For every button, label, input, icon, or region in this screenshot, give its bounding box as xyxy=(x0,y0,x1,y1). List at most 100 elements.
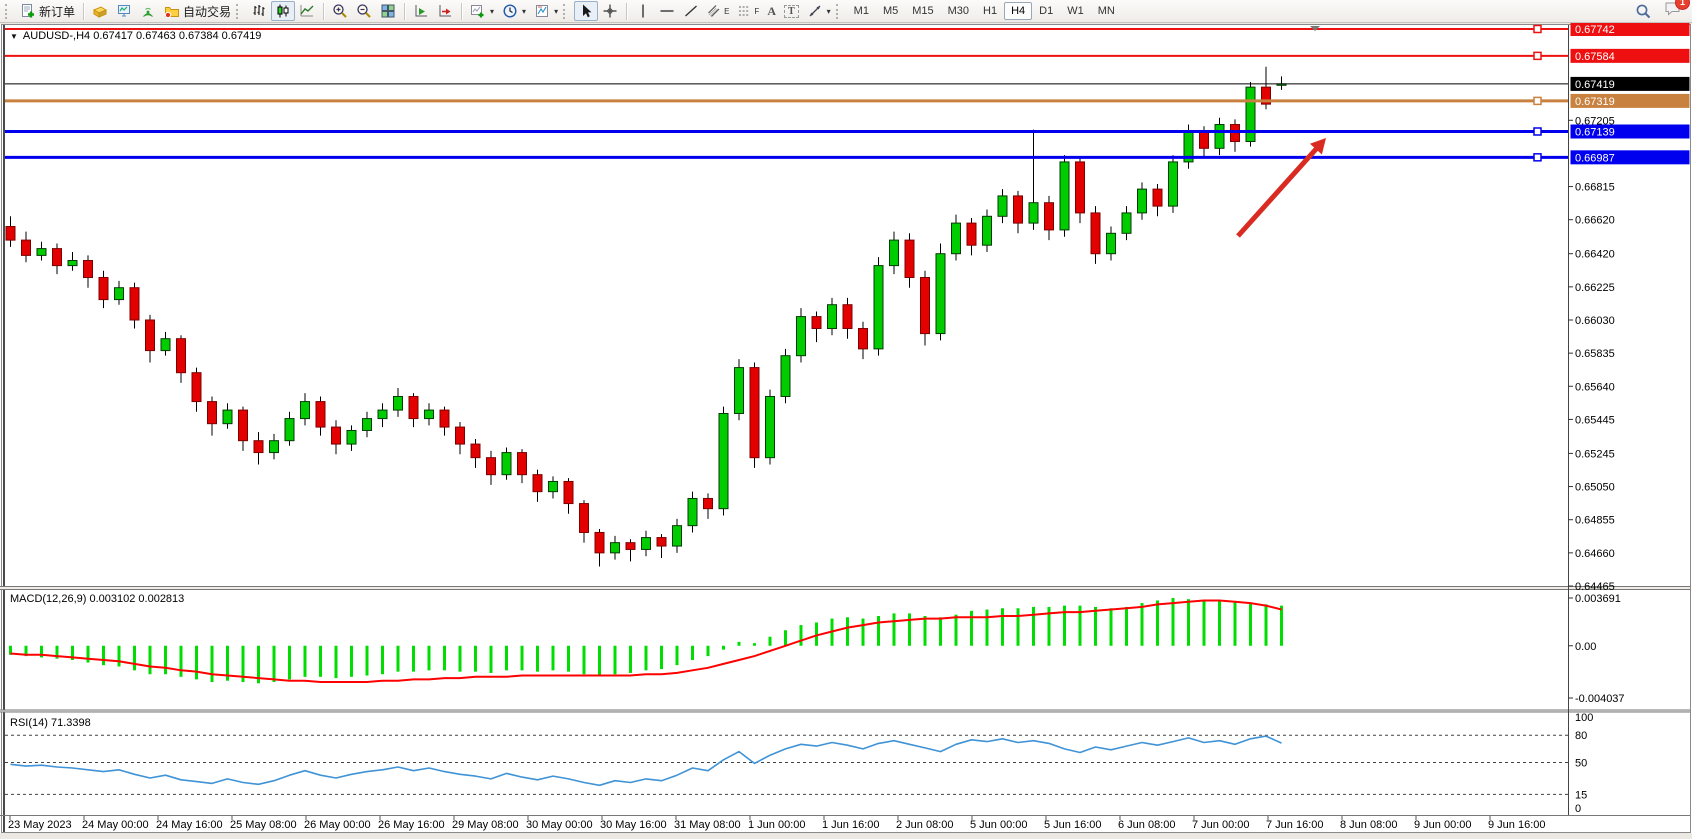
macd-histogram-bar xyxy=(24,645,28,657)
timeframe-h4-button[interactable]: H4 xyxy=(1004,2,1033,20)
date-label: 1 Jun 16:00 xyxy=(822,819,880,831)
price-tick-label: 0.66225 xyxy=(1575,282,1615,294)
level-drag-handle[interactable] xyxy=(1533,96,1542,106)
candle-bearish xyxy=(5,226,16,241)
line-chart-button[interactable] xyxy=(295,1,319,21)
toolbar-grip[interactable] xyxy=(563,3,570,19)
tile-windows-button[interactable] xyxy=(376,1,400,21)
pane-splitter[interactable] xyxy=(0,586,1690,590)
toolbar-grip[interactable] xyxy=(5,3,12,19)
timeframe-w1-button[interactable]: W1 xyxy=(1067,5,1084,17)
chart-shift-marker[interactable] xyxy=(1310,26,1320,31)
clock-icon xyxy=(502,3,518,19)
price-tick-label: 0.65050 xyxy=(1575,482,1615,494)
arrow-annotation[interactable] xyxy=(1236,138,1326,238)
text-button[interactable]: A xyxy=(763,1,780,21)
autotrading-button[interactable]: 自动交易 xyxy=(160,1,235,21)
level-drag-handle[interactable] xyxy=(1533,51,1542,61)
macd-histogram-bar xyxy=(846,617,849,646)
search-button[interactable] xyxy=(1631,1,1656,21)
level-price-label: 0.66987 xyxy=(1575,152,1615,164)
date-label: 26 May 16:00 xyxy=(378,819,445,831)
macd-histogram-bar xyxy=(1063,605,1066,646)
market-watch-button[interactable] xyxy=(88,1,112,21)
date-label: 1 Jun 00:00 xyxy=(748,819,806,831)
timeframe-m5-button[interactable]: M5 xyxy=(882,5,899,17)
zoom-out-button[interactable] xyxy=(352,1,376,21)
arrows-tool-button[interactable]: ▾ xyxy=(803,1,835,21)
macd-histogram-bar xyxy=(1001,608,1004,646)
toolbar-separator xyxy=(404,2,406,20)
candle-bearish xyxy=(1090,212,1101,255)
candle-bearish xyxy=(486,457,496,476)
gold-cube-icon xyxy=(92,3,108,19)
chart-window-background xyxy=(0,24,1692,833)
level-drag-handle[interactable] xyxy=(1533,24,1542,34)
timeframe-m15-button[interactable]: M15 xyxy=(912,5,934,17)
macd-histogram-bar xyxy=(210,645,214,682)
price-tick-label: 0.66420 xyxy=(1575,249,1615,261)
arrow-shaft[interactable] xyxy=(1236,144,1321,238)
pane-splitter[interactable] xyxy=(0,710,1690,712)
date-label: 2 Jun 08:00 xyxy=(896,819,954,831)
templates-button[interactable]: ▾ xyxy=(530,1,562,21)
macd-histogram-bar xyxy=(350,645,353,677)
date-label: 25 May 08:00 xyxy=(230,819,297,831)
macd-histogram-bar xyxy=(1249,603,1252,646)
autotrading-label: 自动交易 xyxy=(183,4,232,19)
toolbar-separator xyxy=(626,2,628,20)
bar-chart-button[interactable] xyxy=(247,1,271,21)
candle-bearish xyxy=(966,222,977,246)
navigator-button[interactable] xyxy=(136,1,160,21)
chart-shift-button[interactable] xyxy=(433,1,457,21)
trendline-button[interactable] xyxy=(679,1,703,21)
indicators-button[interactable]: ▾ xyxy=(466,1,498,21)
new-order-button[interactable]: 新订单 xyxy=(16,1,79,21)
timeframe-h1-button[interactable]: H1 xyxy=(983,5,998,17)
arrow-head[interactable] xyxy=(1310,138,1326,155)
date-label: 30 May 16:00 xyxy=(600,819,667,831)
macd-histogram-bar xyxy=(195,645,198,680)
candle-bullish xyxy=(346,429,357,445)
crosshair-button[interactable] xyxy=(598,1,622,21)
timeframe-m1-button[interactable]: M1 xyxy=(853,5,869,17)
candle-bearish xyxy=(1199,130,1209,149)
candle-bullish xyxy=(889,239,899,267)
level-drag-handle[interactable] xyxy=(1533,127,1542,136)
line-chart-icon xyxy=(299,3,315,19)
candlestick-chart-button[interactable] xyxy=(271,1,296,21)
horizontal-line-button[interactable] xyxy=(655,1,679,21)
candle-bullish xyxy=(951,222,961,255)
zoom-in-button[interactable] xyxy=(328,1,352,21)
macd-histogram-bar xyxy=(536,645,539,672)
candle-bearish xyxy=(594,531,605,554)
macd-histogram-bar xyxy=(939,617,942,646)
vertical-line-button[interactable] xyxy=(631,1,655,21)
macd-histogram-bar xyxy=(9,645,12,655)
timeframe-m30-button[interactable]: M30 xyxy=(947,5,970,17)
date-label: 9 Jun 00:00 xyxy=(1414,819,1472,831)
toolbar-grip[interactable] xyxy=(236,3,243,19)
level-drag-handle[interactable] xyxy=(1533,153,1542,162)
data-window-button[interactable] xyxy=(112,1,136,21)
timeframe-d1-button[interactable]: D1 xyxy=(1039,5,1054,17)
equidistant-channel-button[interactable]: E xyxy=(703,1,733,21)
text-label-button[interactable]: T xyxy=(780,1,803,21)
notifications-button[interactable]: 1 xyxy=(1664,0,1690,22)
macd-histogram-bar xyxy=(1280,605,1283,646)
candle-bearish xyxy=(532,474,543,493)
timeframe-mn-button[interactable]: MN xyxy=(1097,5,1115,17)
macd-histogram-bar xyxy=(505,645,508,671)
cursor-button[interactable] xyxy=(574,1,599,21)
macd-histogram-bar xyxy=(737,641,741,646)
macd-histogram-bar xyxy=(40,645,43,658)
candle-bullish xyxy=(548,480,558,493)
periods-button[interactable]: ▾ xyxy=(498,1,530,21)
fibonacci-button[interactable]: F xyxy=(733,1,763,21)
toolbar-grip[interactable] xyxy=(835,3,843,19)
fibonacci-icon xyxy=(737,3,753,19)
auto-scroll-button[interactable] xyxy=(409,1,433,21)
macd-histogram-bar xyxy=(923,615,927,646)
chart-menu-icon[interactable]: ▼ xyxy=(10,32,18,41)
